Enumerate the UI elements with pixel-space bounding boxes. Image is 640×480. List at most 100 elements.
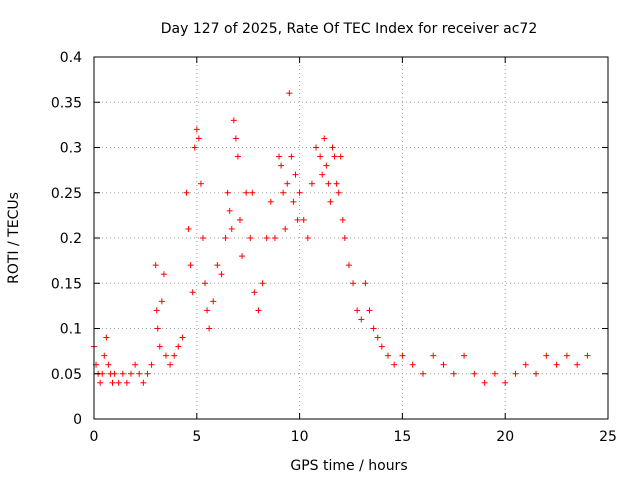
data-point (156, 343, 163, 350)
data-point (284, 180, 291, 187)
data-point (329, 144, 336, 151)
data-point (321, 135, 328, 142)
data-point (187, 262, 194, 269)
y-tick-label: 0 (73, 412, 82, 428)
data-point (232, 135, 239, 142)
data-point (189, 289, 196, 296)
data-point (563, 352, 570, 359)
data-point (440, 361, 447, 368)
data-point (251, 289, 258, 296)
y-tick-label: 0.25 (51, 186, 82, 202)
data-point (341, 235, 348, 241)
data-point (323, 162, 330, 169)
data-point (399, 352, 406, 359)
data-point (111, 370, 118, 377)
data-point (300, 216, 307, 223)
data-point (419, 370, 426, 377)
y-tick-label: 0.2 (60, 231, 82, 247)
data-point (290, 198, 297, 205)
data-point (222, 235, 229, 241)
data-point (148, 361, 155, 368)
data-point (199, 235, 206, 241)
data-point (271, 235, 278, 241)
data-point (140, 379, 147, 386)
data-point (115, 379, 122, 386)
x-tick-label: 10 (291, 429, 309, 445)
data-point (154, 325, 161, 332)
data-point (374, 334, 381, 341)
data-point (158, 298, 165, 305)
data-point (308, 180, 315, 187)
data-point (491, 370, 498, 377)
data-points (91, 90, 591, 386)
data-point (313, 144, 320, 151)
data-point (282, 225, 289, 232)
data-point (185, 225, 192, 232)
data-point (239, 253, 246, 260)
data-point (385, 352, 392, 359)
data-point (584, 352, 591, 359)
data-point (195, 135, 202, 142)
data-point (167, 361, 174, 368)
data-point (224, 189, 231, 196)
data-point (243, 189, 250, 196)
data-point (512, 370, 519, 377)
data-point (430, 352, 437, 359)
data-point (153, 307, 160, 314)
data-point (247, 235, 254, 241)
data-point (103, 334, 110, 341)
data-point (294, 216, 301, 223)
x-tick-label: 20 (496, 429, 514, 445)
data-point (553, 361, 560, 368)
y-tick-label: 0.35 (51, 95, 82, 111)
data-point (99, 370, 106, 377)
data-point (109, 379, 116, 386)
data-point (171, 352, 178, 359)
data-point (354, 307, 361, 314)
data-point (327, 198, 334, 205)
data-point (218, 271, 225, 278)
data-point (249, 189, 256, 196)
data-point (259, 280, 266, 287)
data-point (123, 379, 130, 386)
data-point (378, 343, 385, 350)
data-point (522, 361, 529, 368)
data-point (101, 352, 108, 359)
data-point (450, 370, 457, 377)
data-point (333, 180, 340, 187)
data-point (175, 343, 182, 350)
y-tick-label: 0.05 (51, 367, 82, 383)
data-point (325, 180, 332, 187)
data-point (162, 352, 169, 359)
x-tick-label: 5 (192, 429, 201, 445)
data-point (202, 280, 209, 287)
x-tick-label: 25 (599, 429, 617, 445)
data-point (105, 361, 112, 368)
data-point (317, 153, 324, 160)
data-point (179, 334, 186, 341)
data-point (263, 235, 270, 241)
data-point (502, 379, 509, 386)
data-point (160, 271, 167, 278)
data-point (193, 126, 200, 133)
data-point (533, 370, 540, 377)
chart-title: Day 127 of 2025, Rate Of TEC Index for r… (161, 21, 537, 37)
data-point (461, 352, 468, 359)
data-point (267, 198, 274, 205)
y-tick-label: 0.1 (60, 322, 82, 338)
data-point (214, 262, 221, 269)
data-point (350, 280, 357, 287)
grid-lines (94, 57, 608, 419)
y-axis-label: ROTI / TECUs (6, 192, 22, 284)
y-tick-label: 0.15 (51, 276, 82, 292)
y-tick-label: 0.3 (60, 141, 82, 157)
y-tick-label: 0.4 (60, 50, 82, 66)
data-point (286, 90, 293, 97)
data-point (481, 379, 488, 386)
data-point (132, 361, 139, 368)
data-point (337, 153, 344, 160)
data-point (391, 361, 398, 368)
data-point (144, 370, 151, 377)
data-point (128, 370, 135, 377)
